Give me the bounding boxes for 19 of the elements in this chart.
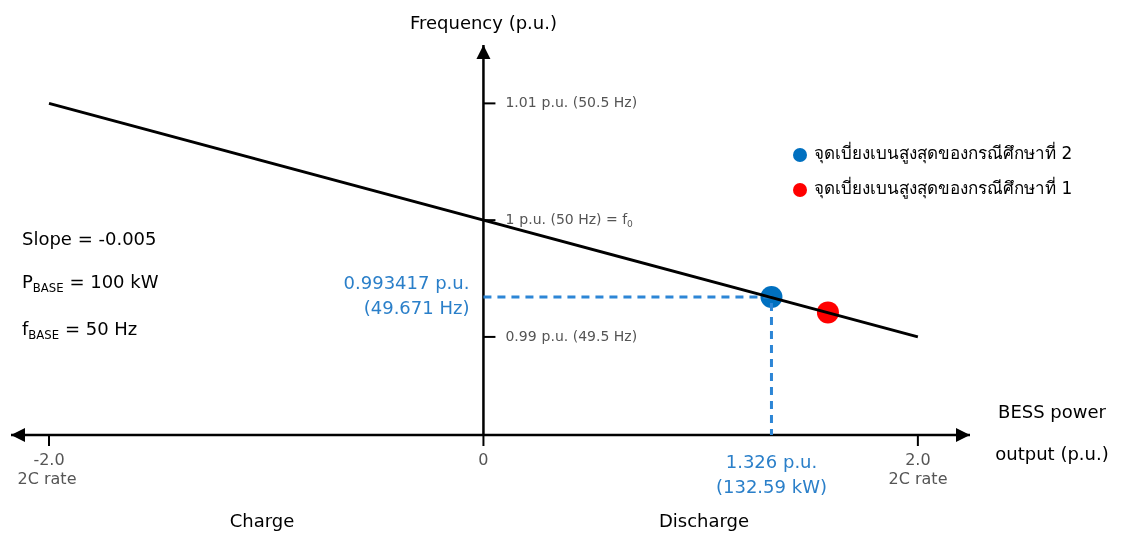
x-tick-label: -2.0 [33, 450, 65, 470]
text: 2C rate [17, 469, 77, 489]
y-tick-label: 1.01 [505, 94, 537, 111]
text: Discharge [658, 509, 750, 531]
legend-label: จุดเบี่ยงเบนสูงสุดของกรณีศึกษาที่ 2 [814, 141, 1073, 165]
x-tick-label: 0 [478, 450, 489, 470]
annotation: Slope = -0.005 [22, 227, 157, 249]
legend-label: จุดเบี่ยงเบนสูงสุดของกรณีศึกษาที่ 1 [814, 176, 1073, 200]
y-tick-label: 0.99 [505, 327, 537, 344]
y-tick-label: 1 [505, 210, 515, 227]
annotation: 0.993417 p.u. (49.671 Hz) [343, 271, 470, 318]
annotation: p.u. (49.5 Hz) [541, 327, 638, 344]
text: Charge [229, 509, 295, 531]
annotation: 1.326 p.u. (132.59 kW) [715, 450, 827, 497]
annotation: p.u. (50.5 Hz) [541, 94, 638, 111]
text: 2C rate [888, 469, 948, 489]
x-axis-title: BESS power output (p.u.) [995, 400, 1109, 464]
y-axis-title: Frequency (p.u.) [409, 11, 557, 33]
x-tick-label: 2.0 [905, 450, 931, 470]
